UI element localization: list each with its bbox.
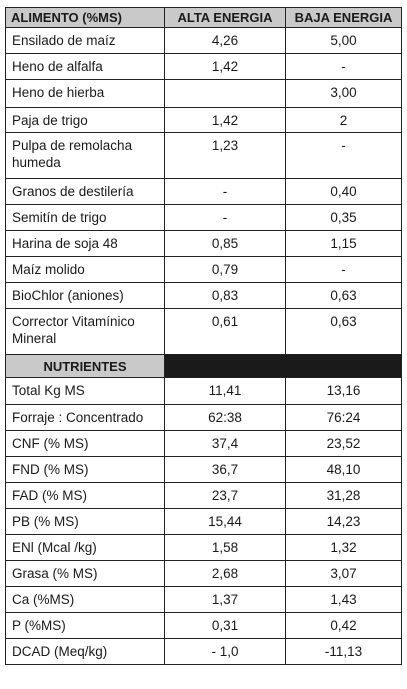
table-row: Corrector Vitamínico Mineral 0,61 0,63 xyxy=(5,308,402,355)
baja-value: 0,35 xyxy=(285,204,402,231)
baja-value: 31,28 xyxy=(285,482,402,509)
alta-value: - xyxy=(164,178,286,205)
baja-value: 0,63 xyxy=(285,282,402,309)
baja-value: 1,32 xyxy=(285,534,402,561)
alta-value: 0,31 xyxy=(164,612,286,639)
table-row: Maíz molido 0,79 - xyxy=(5,256,402,283)
table-row: ENl (Mcal /kg) 1,58 1,32 xyxy=(5,534,402,561)
ingredient-name: Granos de destilería xyxy=(5,178,165,205)
table-row: Heno de hierba 3,00 xyxy=(5,79,402,108)
alta-value: - 1,0 xyxy=(164,638,286,665)
ingredient-name: Paja de trigo xyxy=(5,107,165,133)
baja-value: 76:24 xyxy=(285,404,402,431)
table-row: Ensilado de maíz 4,26 5,00 xyxy=(5,27,402,54)
alta-value: 0,79 xyxy=(164,256,286,283)
nutrients-section-title: NUTRIENTES xyxy=(5,354,165,378)
ingredient-name: BioChlor (aniones) xyxy=(5,282,165,309)
nutrient-name: DCAD (Meq/kg) xyxy=(5,638,165,665)
alta-value: 1,37 xyxy=(164,586,286,613)
alta-value: - xyxy=(164,204,286,231)
table-row: P (%MS) 0,31 0,42 xyxy=(5,612,402,639)
table-row: Heno de alfalfa 1,42 - xyxy=(5,53,402,80)
baja-value: - xyxy=(285,53,402,80)
alta-value: 1,58 xyxy=(164,534,286,561)
baja-value: 1,15 xyxy=(285,230,402,257)
table-row: Harina de soja 48 0,85 1,15 xyxy=(5,230,402,257)
alta-value: 0,83 xyxy=(164,282,286,309)
baja-value: 0,40 xyxy=(285,178,402,205)
header-baja-energia: BAJA ENERGIA xyxy=(285,7,402,28)
baja-value: 1,43 xyxy=(285,586,402,613)
alta-value: 36,7 xyxy=(164,456,286,483)
table-row: Paja de trigo 1,42 2 xyxy=(5,107,402,133)
alta-value: 11,41 xyxy=(164,377,286,405)
ingredient-name: Ensilado de maíz xyxy=(5,27,165,54)
nutrient-name: FND (% MS) xyxy=(5,456,165,483)
ingredient-name: Harina de soja 48 xyxy=(5,230,165,257)
baja-value: - xyxy=(285,132,402,179)
baja-value: 0,63 xyxy=(285,308,402,355)
section-dark-band xyxy=(164,354,402,378)
ingredient-name: Heno de alfalfa xyxy=(5,53,165,80)
baja-value: 3,00 xyxy=(285,79,402,108)
alta-value: 1,42 xyxy=(164,107,286,133)
nutrient-name: CNF (% MS) xyxy=(5,430,165,457)
baja-value: -11,13 xyxy=(285,638,402,665)
table-row: Semitín de trigo - 0,35 xyxy=(5,204,402,231)
table-row: Grasa (% MS) 2,68 3,07 xyxy=(5,560,402,587)
baja-value: 13,16 xyxy=(285,377,402,405)
ingredient-name: Semitín de trigo xyxy=(5,204,165,231)
table-row: Pulpa de remolacha humeda 1,23 - xyxy=(5,132,402,179)
baja-value: - xyxy=(285,256,402,283)
nutrient-name: PB (% MS) xyxy=(5,508,165,535)
alta-value: 0,61 xyxy=(164,308,286,355)
nutrient-name: Grasa (% MS) xyxy=(5,560,165,587)
baja-value: 0,42 xyxy=(285,612,402,639)
baja-value: 48,10 xyxy=(285,456,402,483)
baja-value: 2 xyxy=(285,107,402,133)
table-row: Ca (%MS) 1,37 1,43 xyxy=(5,586,402,613)
ration-table: ALIMENTO (%MS) ALTA ENERGIA BAJA ENERGIA… xyxy=(5,7,402,665)
nutrient-name: ENl (Mcal /kg) xyxy=(5,534,165,561)
table-row: Granos de destilería - 0,40 xyxy=(5,178,402,205)
alta-value xyxy=(164,79,286,108)
ingredient-name: Heno de hierba xyxy=(5,79,165,108)
baja-value: 14,23 xyxy=(285,508,402,535)
table-row: Forraje : Concentrado 62:38 76:24 xyxy=(5,404,402,431)
alta-value: 23,7 xyxy=(164,482,286,509)
baja-value: 23,52 xyxy=(285,430,402,457)
section-header-row: NUTRIENTES xyxy=(5,354,402,378)
alta-value: 15,44 xyxy=(164,508,286,535)
baja-value: 3,07 xyxy=(285,560,402,587)
nutrient-name: P (%MS) xyxy=(5,612,165,639)
ingredient-name: Corrector Vitamínico Mineral xyxy=(5,308,165,355)
table-row: FND (% MS) 36,7 48,10 xyxy=(5,456,402,483)
alta-value: 2,68 xyxy=(164,560,286,587)
table-row: BioChlor (aniones) 0,83 0,63 xyxy=(5,282,402,309)
header-alta-energia: ALTA ENERGIA xyxy=(164,7,286,28)
header-row: ALIMENTO (%MS) ALTA ENERGIA BAJA ENERGIA xyxy=(5,7,402,28)
table-row: DCAD (Meq/kg) - 1,0 -11,13 xyxy=(5,638,402,665)
nutrient-name: Forraje : Concentrado xyxy=(5,404,165,431)
table-row: Total Kg MS 11,41 13,16 xyxy=(5,377,402,405)
alta-value: 0,85 xyxy=(164,230,286,257)
ingredient-name: Pulpa de remolacha humeda xyxy=(5,132,165,179)
table-row: CNF (% MS) 37,4 23,52 xyxy=(5,430,402,457)
table-row: PB (% MS) 15,44 14,23 xyxy=(5,508,402,535)
baja-value: 5,00 xyxy=(285,27,402,54)
nutrient-name: FAD (% MS) xyxy=(5,482,165,509)
ingredient-name: Maíz molido xyxy=(5,256,165,283)
table-row: FAD (% MS) 23,7 31,28 xyxy=(5,482,402,509)
alta-value: 37,4 xyxy=(164,430,286,457)
alta-value: 62:38 xyxy=(164,404,286,431)
alta-value: 1,42 xyxy=(164,53,286,80)
header-alimento: ALIMENTO (%MS) xyxy=(5,7,165,28)
nutrient-name: Total Kg MS xyxy=(5,377,165,405)
alta-value: 4,26 xyxy=(164,27,286,54)
nutrient-name: Ca (%MS) xyxy=(5,586,165,613)
alta-value: 1,23 xyxy=(164,132,286,179)
